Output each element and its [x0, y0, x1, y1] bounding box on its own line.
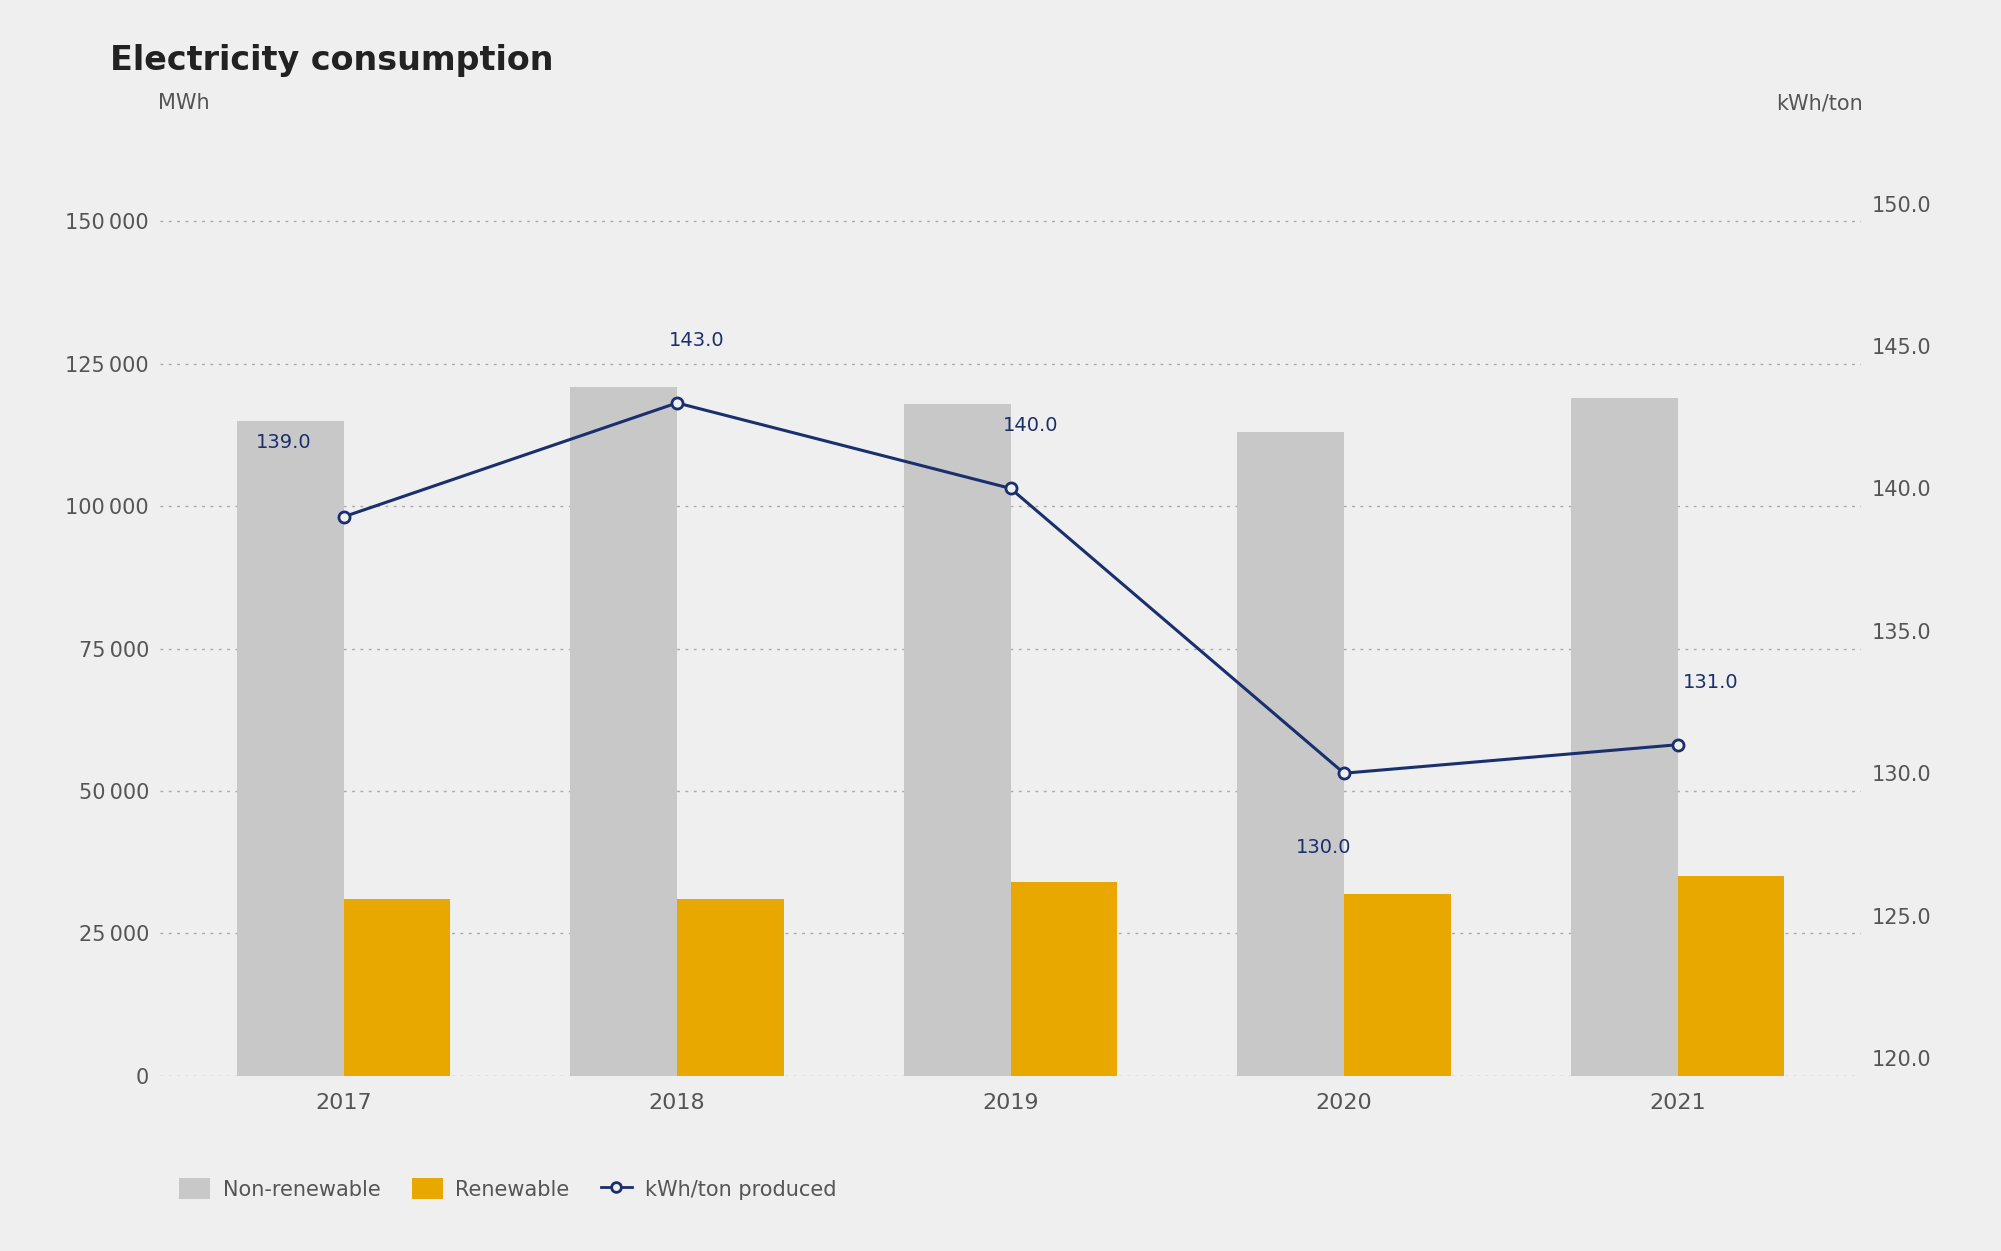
kWh/ton produced: [664, 395, 688, 410]
kWh/ton produced: [998, 480, 1023, 495]
Text: Electricity consumption: Electricity consumption: [110, 44, 554, 76]
Bar: [1345, 893, 1451, 1076]
kWh/ton produced: [1333, 766, 1357, 781]
Line: kWh/ton produced: kWh/ton produced: [338, 398, 1683, 779]
Text: MWh: MWh: [158, 93, 210, 113]
Bar: [1677, 877, 1785, 1076]
Text: 131.0: 131.0: [1683, 673, 1739, 692]
Bar: [904, 404, 1011, 1076]
Bar: [570, 387, 676, 1076]
Bar: [236, 420, 344, 1076]
Legend: Non-renewable, Renewable, kWh/ton produced: Non-renewable, Renewable, kWh/ton produc…: [170, 1170, 844, 1208]
Bar: [1571, 398, 1677, 1076]
Bar: [1011, 882, 1117, 1076]
Bar: [1237, 432, 1345, 1076]
Text: 140.0: 140.0: [1003, 417, 1059, 435]
Bar: [676, 899, 784, 1076]
kWh/ton produced: [332, 509, 356, 524]
Text: 130.0: 130.0: [1297, 838, 1353, 857]
Text: kWh/ton: kWh/ton: [1775, 93, 1863, 113]
Bar: [344, 899, 450, 1076]
kWh/ton produced: [1665, 737, 1689, 752]
Text: 143.0: 143.0: [668, 332, 724, 350]
Text: 139.0: 139.0: [256, 434, 312, 453]
